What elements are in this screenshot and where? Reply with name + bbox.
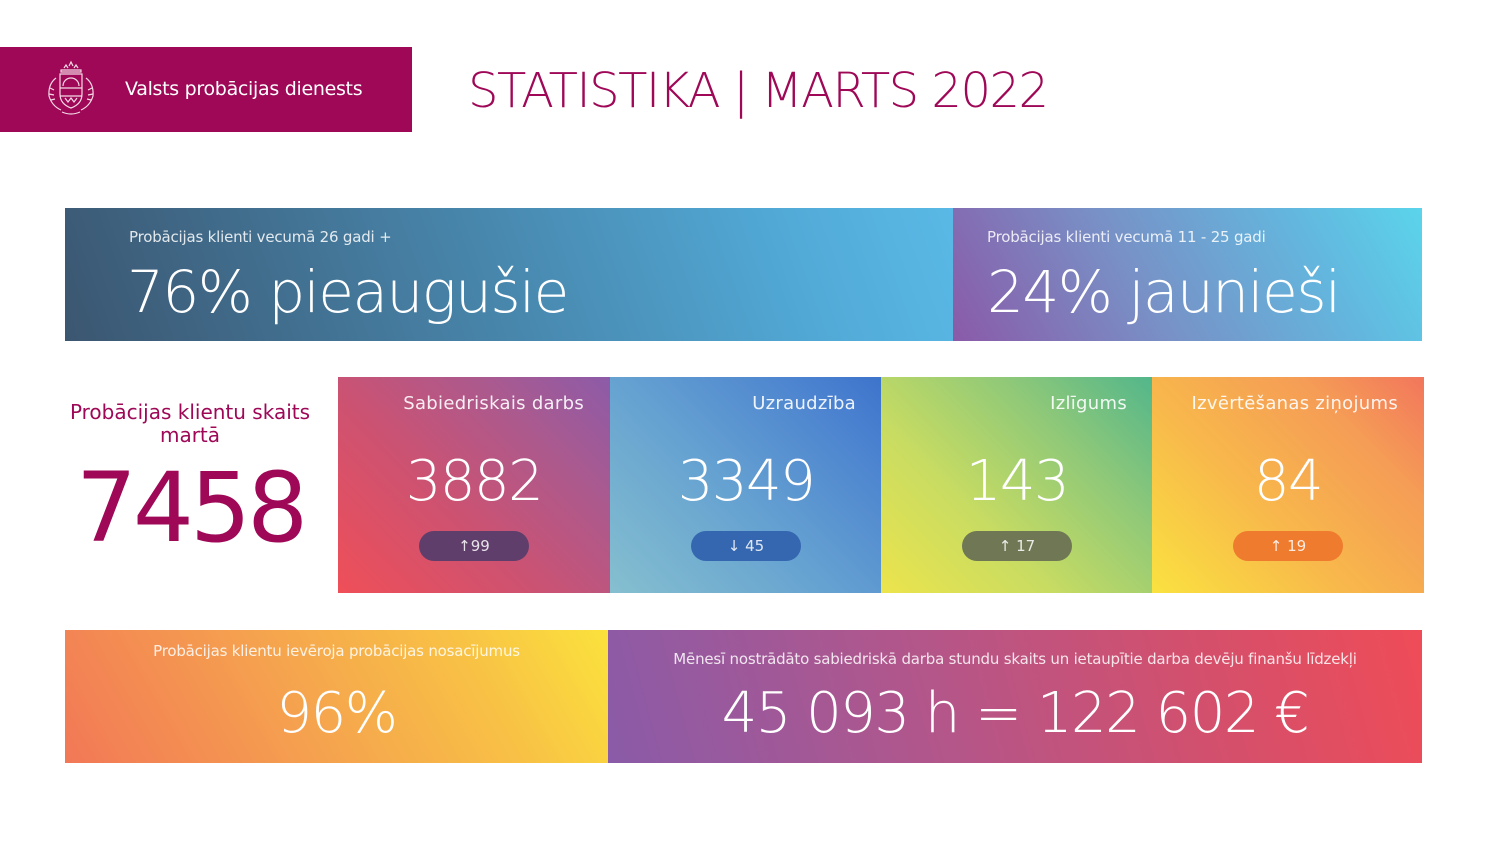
compliance-tile: Probācijas klientu ievēroja probācijas n…: [65, 630, 608, 763]
delta-badge: ↓ 45: [691, 531, 801, 561]
adults-label: Probācijas klienti vecumā 26 gadi +: [129, 228, 392, 246]
delta-badge: ↑ 17: [962, 531, 1072, 561]
delta-badge: ↑ 19: [1233, 531, 1343, 561]
organization-name: Valsts probācijas dienests: [125, 78, 363, 100]
category-label: Uzraudzība: [752, 393, 856, 414]
category-tile-supervision: Uzraudzība 3349 ↓ 45: [610, 377, 882, 593]
category-value: 143: [965, 449, 1070, 514]
category-label: Izvērtēšanas ziņojums: [1191, 393, 1398, 414]
adults-value: 76% pieaugušie: [127, 258, 569, 326]
compliance-value: 96%: [276, 681, 398, 746]
youth-label: Probācijas klienti vecumā 11 - 25 gadi: [987, 228, 1266, 246]
category-tile-community-work: Sabiedriskais darbs 3882 ↑99: [338, 377, 610, 593]
category-value: 84: [1253, 449, 1324, 514]
category-value: 3882: [405, 449, 544, 514]
total-clients-value: 7458: [75, 452, 308, 564]
category-value: 3349: [677, 449, 816, 514]
category-label: Izlīgums: [1050, 393, 1127, 414]
category-tile-settlement: Izlīgums 143 ↑ 17: [881, 377, 1153, 593]
category-label: Sabiedriskais darbs: [403, 393, 584, 414]
work-hours-label: Mēnesī nostrādāto sabiedriskā darba stun…: [673, 650, 1357, 668]
category-tile-assessment-report: Izvērtēšanas ziņojums 84 ↑ 19: [1152, 377, 1424, 593]
brand-header: Valsts probācijas dienests: [0, 47, 412, 132]
youth-value: 24% jaunieši: [987, 258, 1341, 326]
page-title: STATISTIKA | MARTS 2022: [468, 63, 1049, 119]
delta-badge: ↑99: [419, 531, 529, 561]
adults-tile: Probācijas klienti vecumā 26 gadi + 76% …: [65, 208, 953, 341]
total-clients-label: Probācijas klientu skaits martā: [69, 400, 311, 447]
coat-of-arms-icon: [48, 60, 94, 115]
work-hours-value: 45 093 h = 122 602 €: [721, 681, 1310, 746]
compliance-label: Probācijas klientu ievēroja probācijas n…: [153, 642, 520, 660]
youth-tile: Probācijas klienti vecumā 11 - 25 gadi 2…: [953, 208, 1422, 341]
work-hours-tile: Mēnesī nostrādāto sabiedriskā darba stun…: [608, 630, 1422, 763]
